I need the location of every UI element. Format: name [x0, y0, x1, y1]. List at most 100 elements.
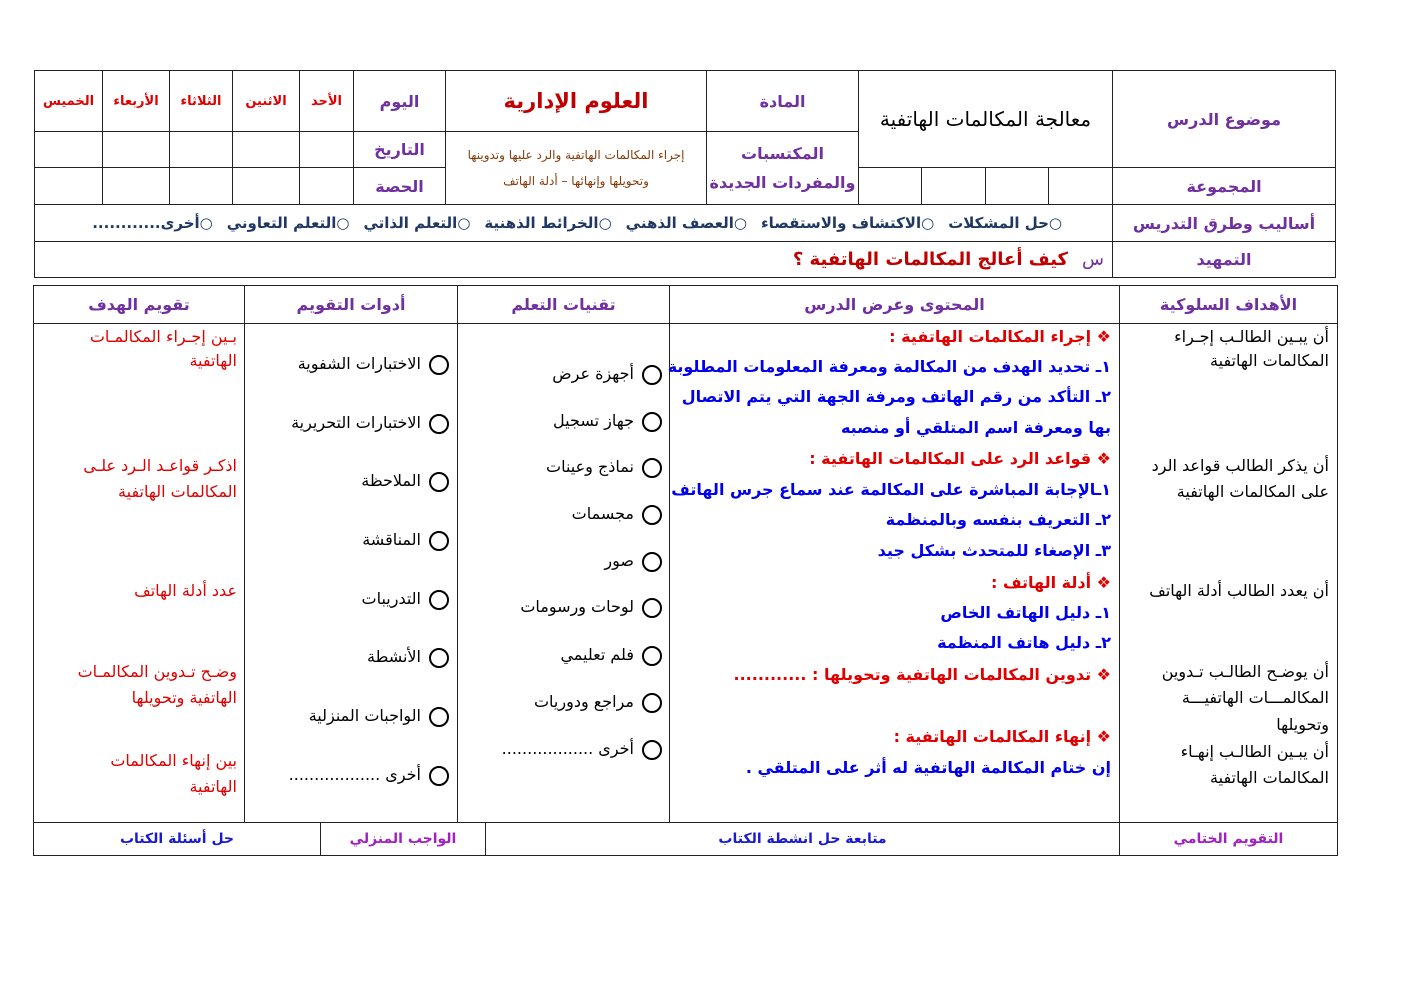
evaluation-line: عدد أدلة الهاتف — [134, 581, 237, 600]
period-cell[interactable] — [299, 167, 354, 205]
content-line: ١ـ تحديد الهدف من المكالمة ومعرفة المعلو… — [667, 357, 1111, 376]
radio-circle-icon — [642, 504, 662, 525]
date-label: التاريخ — [353, 131, 446, 168]
period-cell[interactable] — [169, 167, 233, 205]
tool-option[interactable]: الملاحظة — [361, 471, 449, 492]
period-cell[interactable] — [102, 167, 170, 205]
technique-label: مجسمات — [571, 504, 634, 523]
evaluation-line: اذكـر قواعـد الـرد علـى — [83, 456, 237, 475]
acquired-label-1: المكتسبات — [741, 144, 824, 163]
evaluation-column — [33, 323, 245, 823]
col-header-techniques: تقنيات التعلم — [457, 285, 670, 324]
method-option[interactable]: ○أخرى............ — [92, 214, 213, 232]
radio-circle-icon — [429, 354, 449, 375]
technique-option[interactable]: لوحات ورسومات — [520, 597, 662, 618]
technique-option[interactable]: جهاز تسجيل — [553, 411, 662, 432]
radio-circle-icon — [642, 739, 662, 760]
method-label: أخرى............ — [92, 214, 200, 232]
technique-label: أجهزة عرض — [552, 364, 634, 383]
intro-prefix: س — [1082, 249, 1104, 270]
tool-option[interactable]: التدريبات — [361, 589, 449, 610]
date-cell[interactable] — [299, 131, 354, 168]
tool-label: المناقشة — [362, 530, 421, 549]
radio-circle-icon — [429, 647, 449, 668]
period-cell[interactable] — [34, 167, 103, 205]
content-line: بها ومعرفة اسم المتلقي أو منصبه — [840, 418, 1111, 437]
tool-label: الاختبارات التحريرية — [291, 413, 421, 432]
subject-value: العلوم الإدارية — [445, 70, 707, 132]
technique-label: نماذج وعينات — [546, 457, 634, 476]
radio-circle-icon — [429, 706, 449, 727]
final-eval-value: متابعة حل انشطة الكتاب — [485, 822, 1120, 856]
acquired-value-1: إجراء المكالمات الهاتفية والرد عليها وتد… — [467, 148, 685, 162]
content-line: ٢ـ دليل هاتف المنظمة — [937, 633, 1111, 652]
radio-circle-icon — [642, 597, 662, 618]
date-cell[interactable] — [102, 131, 170, 168]
objective-line: أن يبـين الطالـب إجـراء — [1174, 327, 1329, 346]
tool-option[interactable]: الاختبارات الشفوية — [298, 354, 449, 375]
technique-option[interactable]: مراجع ودوريات — [534, 692, 662, 713]
day-monday: الاثنين — [232, 70, 300, 132]
content-line: ٣ـ الإصغاء للمتحدث بشكل جيد — [877, 541, 1111, 560]
technique-label: جهاز تسجيل — [553, 411, 634, 430]
technique-option[interactable]: مجسمات — [572, 504, 662, 525]
tool-label: الواجبات المنزلية — [308, 706, 421, 725]
date-cell[interactable] — [34, 131, 103, 168]
method-option[interactable]: ○الاكتشاف والاستقصاء — [761, 214, 935, 232]
tool-option[interactable]: أخرى .................. — [289, 765, 449, 786]
homework-value: حل أسئلة الكتاب — [33, 822, 321, 856]
technique-option[interactable]: أخرى .................. — [502, 739, 662, 760]
group-cell[interactable] — [858, 167, 922, 205]
evaluation-line: وضـح تـدوين المكالمـات — [77, 662, 237, 681]
date-cell[interactable] — [169, 131, 233, 168]
acquired-value: إجراء المكالمات الهاتفية والرد عليها وتد… — [445, 131, 707, 205]
method-option[interactable]: ○العصف الذهني — [625, 214, 748, 232]
evaluation-line: بين إنهاء المكالمات — [110, 751, 237, 770]
evaluation-line: الهاتفية وتحويلها — [131, 688, 237, 707]
evaluation-line: الهاتفية — [189, 351, 237, 370]
content-heading: ❖ أدلة الهاتف : — [991, 573, 1111, 592]
day-tuesday: الثلاثاء — [169, 70, 233, 132]
group-cell[interactable] — [1048, 167, 1113, 205]
objective-line: أن يعدد الطالب أدلة الهاتف — [1149, 581, 1329, 600]
acquired-label-2: والمفردات الجديدة — [709, 173, 856, 192]
intro-question: كيف أعالج المكالمات الهاتفية ؟ — [792, 249, 1069, 270]
subject-label: المادة — [706, 70, 859, 132]
content-heading: ❖ إنهاء المكالمات الهاتفية : — [893, 727, 1111, 746]
radio-circle-icon — [429, 765, 449, 786]
method-option[interactable]: ○حل المشكلات — [948, 214, 1062, 232]
content-line: ١ـالإجابة المباشرة على المكالمة عند سماع… — [671, 480, 1111, 499]
radio-circle-icon — [429, 413, 449, 434]
objective-line: أن يبـين الطالـب إنهـاء — [1180, 742, 1329, 761]
date-cell[interactable] — [232, 131, 300, 168]
col-header-tools: أدوات التقويم — [244, 285, 458, 324]
group-cell[interactable] — [985, 167, 1049, 205]
tool-option[interactable]: المناقشة — [362, 530, 449, 551]
acquired-value-2: وتحويلها وإنهائها – أدلة الهاتف — [503, 174, 649, 188]
radio-circle-icon — [642, 645, 662, 666]
technique-option[interactable]: فلم تعليمي — [560, 645, 662, 666]
method-label: الاكتشاف والاستقصاء — [761, 214, 922, 232]
tool-option[interactable]: الاختبارات التحريرية — [291, 413, 449, 434]
tool-option[interactable]: الواجبات المنزلية — [309, 706, 449, 727]
objective-line: وتحويلها — [1276, 715, 1329, 734]
method-option[interactable]: ○التعلم الذاتي — [363, 214, 471, 232]
period-cell[interactable] — [232, 167, 300, 205]
tool-option[interactable]: الأنشطة — [367, 647, 449, 668]
technique-option[interactable]: أجهزة عرض — [552, 364, 662, 385]
technique-option[interactable]: صور — [604, 551, 662, 572]
method-option[interactable]: ○الخرائط الذهنية — [484, 214, 612, 232]
objective-line: المكالمـــات الهاتفيـــة — [1181, 688, 1329, 707]
col-header-objectives: الأهداف السلوكية — [1119, 285, 1338, 324]
method-option[interactable]: ○التعلم التعاوني — [226, 214, 350, 232]
radio-circle-icon — [429, 471, 449, 492]
content-line: ٢ـ التعريف بنفسه وبالمنظمة — [885, 510, 1111, 529]
group-cell[interactable] — [921, 167, 986, 205]
tool-label: التدريبات — [361, 589, 422, 608]
objective-line: أن يوضـح الطالـب تـدوين — [1161, 662, 1329, 681]
topic-label: موضوع الدرس — [1112, 70, 1336, 168]
radio-circle-icon — [429, 589, 449, 610]
technique-label: مراجع ودوريات — [533, 692, 634, 711]
content-line: ٢ـ التأكد من رقم الهاتف ومرفة الجهة التي… — [681, 387, 1111, 406]
technique-option[interactable]: نماذج وعينات — [546, 457, 662, 478]
